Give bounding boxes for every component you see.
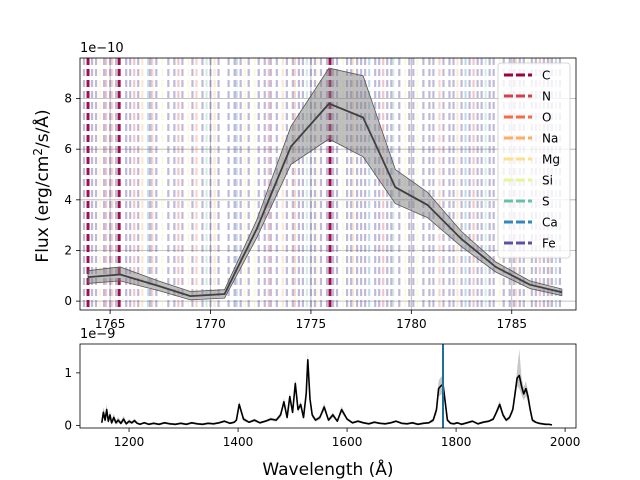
full-spectrum-line <box>101 359 553 426</box>
top-y-tick-label: 4 <box>64 193 72 207</box>
bottom-y-tick-label: 0 <box>64 418 72 432</box>
legend-label-fe: Fe <box>542 237 556 251</box>
bottom-x-tick-label: 1800 <box>441 435 472 449</box>
bottom-axes-frame <box>79 343 577 429</box>
top-panel: 1765 1770 1775 1780 1785 0 2 4 6 8 1e−10 Flux (er… <box>31 41 577 331</box>
legend-label-si: Si <box>542 174 553 188</box>
top-x-tick-label: 1775 <box>296 317 327 331</box>
bottom-panel: 1200 1400 1600 1800 2000 0 1 1e−9 Wavelength (… <box>64 327 580 480</box>
bottom-x-tick-label: 1400 <box>223 435 254 449</box>
legend-label-ca: Ca <box>542 216 558 230</box>
legend: CNO Na Mg Si S Ca Fe <box>497 62 571 259</box>
top-ticks: 1765 1770 1775 1780 1785 0 2 4 6 8 <box>64 92 527 331</box>
bottom-ticks: 1200 1400 1600 1800 2000 0 1 <box>64 366 580 449</box>
top-x-tick-label: 1765 <box>95 317 126 331</box>
bottom-offset-text: 1e−9 <box>80 327 115 342</box>
top-offset-text: 1e−10 <box>80 41 124 56</box>
bottom-plot-area <box>80 344 576 428</box>
legend-label-o: O <box>542 111 551 125</box>
legend-label-s: S <box>542 195 550 209</box>
top-x-tick-label: 1785 <box>496 317 527 331</box>
legend-label-mg: Mg <box>542 153 560 167</box>
bottom-x-axis-label: Wavelength (Å) <box>262 458 393 480</box>
top-x-tick-label: 1780 <box>396 317 427 331</box>
top-y-axis-label: Flux (erg/cm2/s/Å) <box>31 109 53 262</box>
top-x-tick-label: 1770 <box>195 317 226 331</box>
top-axes-frame <box>79 57 577 311</box>
legend-label-c: C <box>542 69 550 83</box>
spectrum-series-0 <box>101 359 553 426</box>
legend-box <box>497 62 571 259</box>
top-y-tick-label: 8 <box>64 92 72 106</box>
top-y-tick-label: 6 <box>64 142 72 156</box>
bottom-x-tick-label: 2000 <box>550 435 581 449</box>
legend-label-n: N <box>542 90 551 104</box>
legend-label-na: Na <box>542 132 558 146</box>
bottom-x-tick-label: 1200 <box>114 435 145 449</box>
element-line-markers <box>82 58 562 310</box>
top-y-tick-label: 2 <box>64 243 72 257</box>
top-y-tick-label: 0 <box>64 294 72 308</box>
flux-series-0 <box>87 102 563 298</box>
bottom-y-tick-label: 1 <box>64 366 72 380</box>
bottom-x-tick-label: 1600 <box>332 435 363 449</box>
flux-line <box>87 102 563 298</box>
